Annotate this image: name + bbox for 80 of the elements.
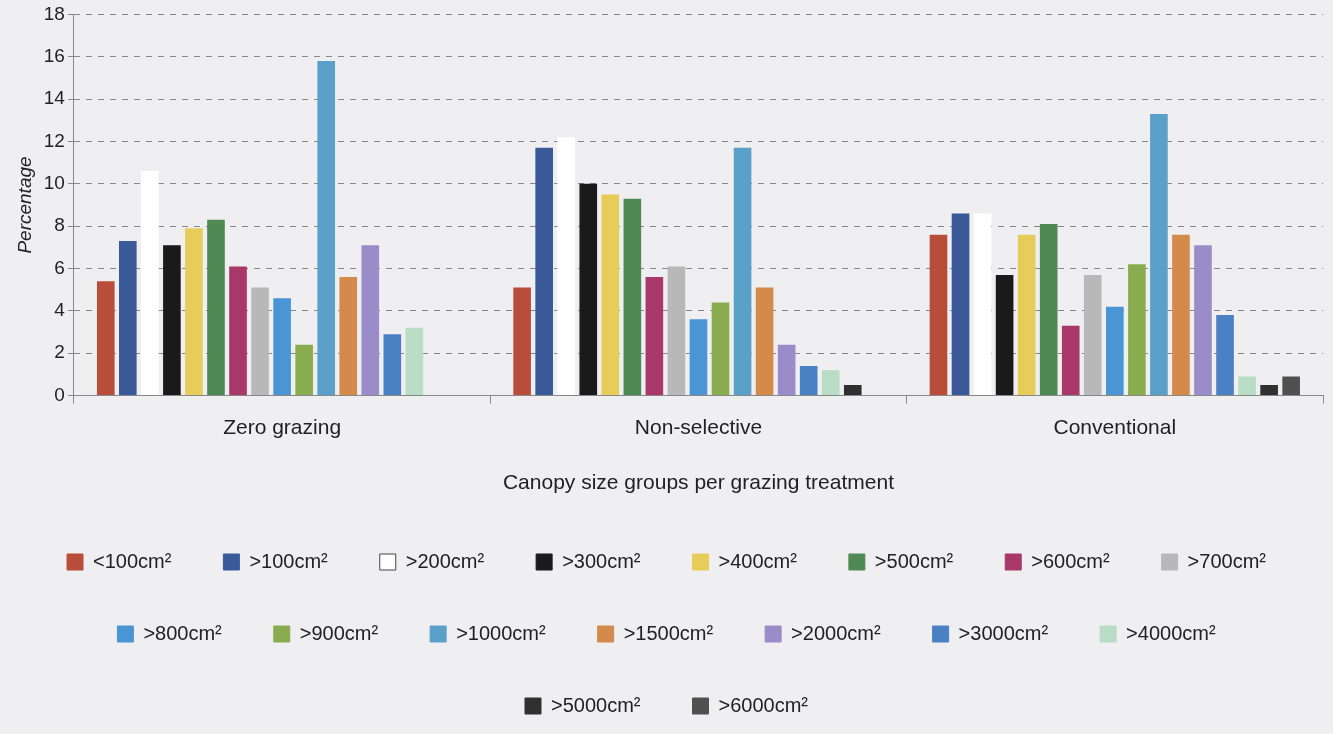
bar <box>96 281 115 396</box>
y-tick-label: 16 <box>43 44 65 66</box>
legend-label: >100cm² <box>249 549 329 572</box>
bar <box>339 277 358 396</box>
bar <box>1150 113 1168 396</box>
bar <box>141 171 159 396</box>
bar <box>973 213 992 396</box>
bar <box>1128 264 1146 396</box>
x-axis-title: Canopy size groups per grazing treatment <box>502 470 895 494</box>
legend-label: >5000cm² <box>551 693 641 716</box>
bar <box>229 266 247 396</box>
legend-label: >2000cm² <box>791 621 881 644</box>
legend-label: >1000cm² <box>456 621 546 644</box>
legend-label: >4000cm² <box>1126 621 1216 644</box>
bar <box>295 344 313 396</box>
y-axis-title: Percentage <box>13 156 35 254</box>
bar <box>777 344 796 396</box>
bar <box>1017 234 1036 396</box>
bar <box>1194 245 1212 396</box>
bar <box>383 334 402 396</box>
bar <box>645 277 664 396</box>
y-tick-label: 10 <box>43 172 65 194</box>
bar <box>579 183 598 396</box>
bar <box>513 287 531 396</box>
bar <box>119 241 137 396</box>
bar <box>1061 325 1080 396</box>
y-tick-label: 6 <box>54 256 65 278</box>
bar <box>317 60 336 396</box>
bar <box>1083 274 1102 396</box>
bar <box>821 370 840 396</box>
legend-label: >500cm² <box>874 549 954 572</box>
y-tick-label: 18 <box>43 2 65 24</box>
bar <box>535 147 553 396</box>
bar <box>1172 234 1190 396</box>
bar <box>1216 315 1234 396</box>
bar <box>1238 376 1256 396</box>
bar <box>405 327 424 396</box>
bar <box>755 287 774 396</box>
legend-label: >700cm² <box>1187 549 1267 572</box>
legend-label: >200cm² <box>405 549 485 572</box>
bar <box>1260 385 1278 396</box>
x-tick-label: Conventional <box>1053 415 1177 438</box>
y-tick-label: 12 <box>43 129 65 151</box>
y-tick-label: 8 <box>54 214 65 236</box>
bar <box>601 194 620 396</box>
bar <box>1039 224 1058 396</box>
bar <box>799 365 818 396</box>
legend-label: <100cm² <box>93 549 172 572</box>
bar <box>207 219 225 396</box>
legend-label: >400cm² <box>718 549 798 572</box>
bar <box>667 266 686 396</box>
bar <box>995 274 1014 396</box>
bar <box>951 213 970 396</box>
bar <box>733 147 752 396</box>
legend-label: >800cm² <box>143 621 223 644</box>
bar <box>1282 376 1300 396</box>
x-tick-label: Non-selective <box>634 415 763 438</box>
bar <box>623 198 642 396</box>
bar <box>273 298 291 396</box>
legend-label: >900cm² <box>299 621 379 644</box>
bar <box>711 302 730 396</box>
y-tick-label: 2 <box>54 341 65 363</box>
bar <box>929 234 948 396</box>
bar <box>361 245 380 396</box>
legend-label: >600cm² <box>1031 549 1110 572</box>
bar <box>843 385 862 396</box>
bar <box>1106 306 1124 396</box>
bar <box>251 287 269 396</box>
bar <box>689 319 708 396</box>
bar <box>163 245 181 396</box>
y-tick-label: 4 <box>54 299 66 321</box>
legend-label: >6000cm² <box>718 693 809 716</box>
bar <box>185 228 203 396</box>
legend-label: >300cm² <box>562 549 641 572</box>
bar <box>557 137 576 396</box>
legend-label: >3000cm² <box>958 621 1049 644</box>
y-tick-label: 14 <box>43 87 66 109</box>
x-tick-label: Zero grazing <box>223 415 342 438</box>
legend-label: >1500cm² <box>623 621 714 644</box>
y-tick-label: 0 <box>54 383 65 405</box>
